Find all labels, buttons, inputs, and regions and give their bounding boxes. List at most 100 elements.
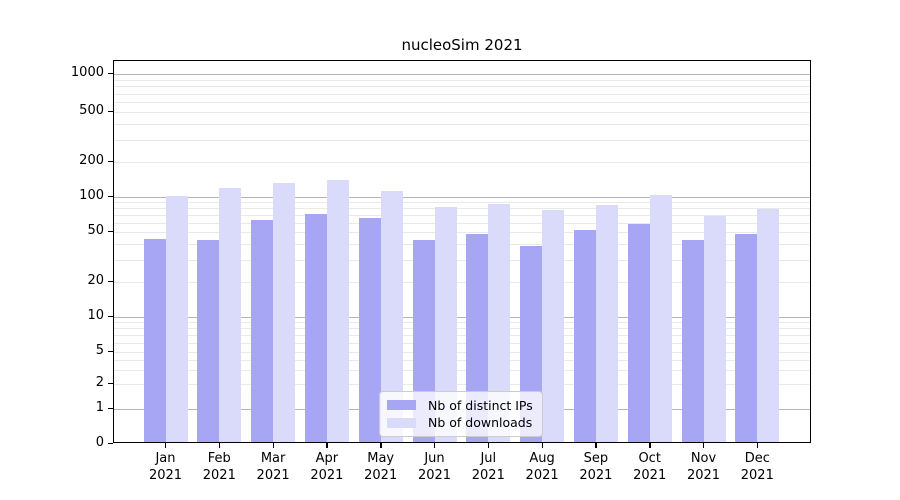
x-tick-label: Aug 2021 [525, 451, 559, 483]
bar-downloads-apr [326, 180, 349, 442]
y-tick-label: 20 [87, 273, 104, 288]
y-tick-mark [108, 110, 113, 112]
gridline-minor [114, 232, 810, 233]
x-tick-label: Sep 2021 [579, 451, 613, 483]
x-tick-label: May 2021 [364, 451, 398, 483]
bar-distinct-ips-may [358, 217, 381, 442]
y-tick-label: 0 [95, 435, 104, 450]
y-tick-mark [108, 72, 113, 74]
bar-distinct-ips-dec [735, 234, 758, 442]
y-tick-mark [108, 350, 113, 352]
bar-distinct-ips-jul [466, 234, 489, 442]
gridline-minor [114, 79, 810, 81]
gridline-minor [114, 352, 810, 353]
legend-item: Nb of downloads [387, 415, 534, 430]
gridline-major [114, 197, 810, 198]
y-tick-mark [108, 382, 113, 384]
y-tick-label: 10 [87, 308, 104, 323]
plot-area [113, 60, 811, 443]
y-tick-mark [108, 160, 113, 162]
gridline-minor [114, 359, 810, 361]
bar-downloads-aug [542, 210, 565, 442]
x-tick-label: Jan 2021 [148, 451, 183, 483]
legend-swatch-distinct-ips [387, 400, 416, 411]
x-tick-mark [380, 443, 382, 448]
y-tick-label: 5 [95, 343, 104, 358]
bar-distinct-ips-jan [143, 238, 166, 442]
bar-distinct-ips-mar [251, 219, 274, 442]
bar-downloads-oct [649, 195, 672, 442]
x-tick-label: Feb 2021 [202, 451, 236, 483]
y-tick-mark [108, 230, 113, 232]
x-tick-mark [595, 443, 597, 448]
gridline-minor [114, 342, 810, 344]
gridline-minor [114, 322, 810, 324]
x-tick-label: Dec 2021 [740, 451, 774, 483]
gridline-minor [114, 384, 810, 385]
gridline-minor [114, 202, 810, 204]
bar-downloads-mar [273, 182, 296, 442]
bar-downloads-feb [219, 188, 242, 442]
bar-downloads-dec [757, 208, 780, 442]
x-tick-label: Apr 2021 [310, 451, 344, 483]
gridline-minor [114, 282, 810, 283]
gridline-minor [114, 328, 810, 330]
x-tick-mark [272, 443, 274, 448]
x-tick-mark [326, 443, 328, 448]
bar-downloads-may [380, 190, 403, 442]
y-tick-mark [108, 315, 113, 317]
x-tick-label: Jul 2021 [471, 451, 505, 483]
bar-downloads-jan [165, 196, 188, 442]
gridline-minor [114, 112, 810, 113]
y-tick-mark [108, 442, 113, 444]
x-tick-mark [756, 443, 759, 448]
legend-item: Nb of distinct IPs [387, 398, 534, 413]
bar-distinct-ips-apr [304, 213, 327, 442]
gridline-minor [114, 86, 810, 88]
gridline-minor [114, 369, 810, 371]
x-tick-mark [165, 443, 167, 448]
gridline-minor [114, 259, 810, 261]
gridline-minor [114, 244, 810, 246]
y-tick-label: 1000 [70, 65, 104, 80]
bar-distinct-ips-sep [573, 230, 596, 442]
chart-title: nucleoSim 2021 [401, 36, 523, 54]
x-tick-mark [487, 443, 490, 448]
x-tick-label: Jun 2021 [417, 451, 452, 483]
y-tick-mark [108, 195, 113, 197]
gridline-major [114, 317, 810, 318]
bar-distinct-ips-oct [627, 223, 650, 442]
gridline-minor [114, 124, 810, 126]
y-tick-label: 50 [87, 223, 104, 238]
y-tick-label: 1 [95, 400, 104, 415]
y-tick-label: 500 [79, 103, 104, 118]
gridline-minor [114, 139, 810, 141]
x-tick-mark [703, 443, 705, 448]
x-tick-label: Mar 2021 [256, 451, 290, 483]
y-tick-label: 100 [79, 188, 104, 203]
gridline-minor [114, 102, 810, 103]
gridline-minor [114, 335, 810, 336]
legend-swatch-downloads [387, 417, 416, 428]
gridline-minor [114, 93, 810, 95]
legend-label: Nb of downloads [428, 415, 533, 431]
y-tick-label: 2 [95, 375, 104, 390]
gridline-minor [114, 215, 810, 216]
gridline-minor [114, 208, 810, 210]
x-tick-mark [218, 443, 221, 448]
bar-distinct-ips-feb [197, 240, 220, 442]
bar-downloads-sep [595, 205, 618, 442]
gridline-major [114, 74, 810, 75]
bar-downloads-jun [434, 207, 457, 442]
y-tick-mark [108, 280, 113, 282]
x-tick-mark [541, 443, 543, 448]
x-tick-label: Oct 2021 [633, 451, 667, 483]
x-tick-mark [434, 443, 436, 448]
y-tick-mark [108, 407, 113, 409]
bar-downloads-nov [703, 215, 726, 442]
gridline-minor [114, 162, 810, 163]
legend: Nb of distinct IPs Nb of downloads [379, 391, 543, 437]
y-tick-label: 200 [79, 153, 104, 168]
gridline-minor [114, 222, 810, 224]
